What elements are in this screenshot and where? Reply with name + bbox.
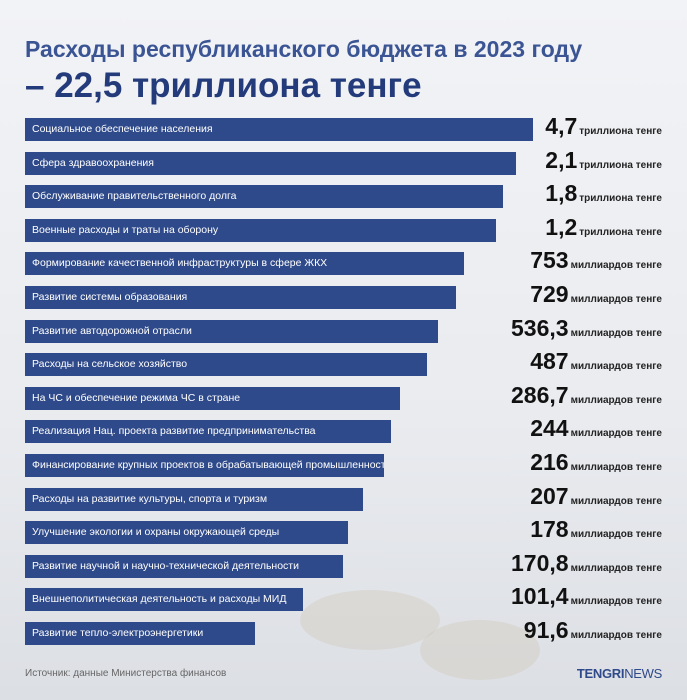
bar-label: Социальное обеспечение населения (25, 118, 533, 141)
unit: миллиардов тенге (570, 529, 662, 541)
bar-label: Улучшение экологии и охраны окружающей с… (25, 521, 348, 545)
bar-label: Развитие научной и научно-технической де… (25, 554, 343, 578)
title: Расходы республиканского бюджета в 2023 … (25, 36, 583, 62)
value: 101,4 (511, 583, 569, 610)
source: Источник: данные Министерства финансов (25, 668, 227, 679)
value: 753 (530, 247, 569, 274)
unit: миллиардов тенге (570, 562, 662, 574)
unit: триллиона тенге (579, 126, 662, 137)
value-group: 216 миллиардов тенге (530, 449, 662, 479)
bar-label: Внешнеполитическая деятельность и расход… (25, 588, 303, 612)
bar-label: Сфера здравоохранения (25, 151, 516, 175)
unit: триллиона тенге (579, 226, 662, 238)
unit: миллиардов тенге (570, 361, 662, 373)
value: 207 (530, 482, 569, 509)
unit: миллиардов тенге (570, 294, 662, 305)
value-group: 244 миллиардов тенге (530, 415, 662, 445)
value-group: 101,4 миллиардов тенге (511, 583, 662, 613)
value-group: 2,1 триллиона тенге (545, 147, 662, 177)
unit: миллиардов тенге (570, 596, 662, 608)
value: 170,8 (511, 549, 569, 576)
value: 286,7 (511, 381, 569, 408)
unit: миллиардов тенге (570, 462, 662, 473)
value: 1,2 (545, 213, 578, 240)
value: 178 (530, 516, 569, 543)
bar-label: На ЧС и обеспечение режима ЧС в стране (25, 386, 400, 410)
decor-coins (300, 590, 440, 650)
value: 1,8 (545, 180, 578, 207)
subtitle: – 22,5 триллиона тенге (25, 66, 422, 105)
bar-label: Расходы на развитие культуры, спорта и т… (25, 487, 363, 511)
logo: TENGRINEWS (577, 666, 662, 681)
value-group: 753 миллиардов тенге (530, 247, 662, 277)
value-group: 178 миллиардов тенге (530, 516, 662, 546)
bar-label: Реализация Нац. проекта развитие предпри… (25, 420, 391, 444)
bar-label: Расходы на сельское хозяйство (25, 353, 427, 377)
unit: миллиардов тенге (570, 394, 662, 406)
bar-label: Обслуживание правительственного долга (25, 185, 503, 209)
unit: триллиона тенге (579, 159, 662, 171)
bar-label: Формирование качественной инфраструктуры… (25, 252, 464, 276)
unit: миллиардов тенге (570, 495, 662, 507)
unit: миллиардов тенге (570, 428, 662, 440)
value-group: 4,7 триллиона тенге (545, 113, 662, 143)
value: 729 (530, 281, 569, 307)
value-group: 536,3 миллиардов тенге (511, 315, 662, 345)
value: 487 (530, 348, 569, 375)
value: 4,7 (545, 113, 578, 139)
value: 2,1 (545, 146, 578, 173)
value: 91,6 (523, 617, 569, 643)
bar-label: Развитие тепло-электроэнергетики (25, 622, 255, 645)
value-group: 729 миллиардов тенге (530, 281, 662, 311)
value: 244 (530, 415, 569, 442)
value-group: 286,7 миллиардов тенге (511, 382, 662, 412)
value-group: 170,8 миллиардов тенге (511, 550, 662, 580)
value-group: 207 миллиардов тенге (530, 483, 662, 513)
decor-coins (420, 620, 540, 680)
logo-light: NEWS (624, 666, 662, 681)
unit: триллиона тенге (579, 193, 662, 205)
bar-label: Развитие системы образования (25, 286, 456, 309)
value: 216 (530, 449, 569, 475)
unit: миллиардов тенге (570, 327, 662, 339)
value-group: 91,6 миллиардов тенге (524, 617, 662, 647)
bar-label: Развитие автодорожной отрасли (25, 319, 438, 343)
value-group: 487 миллиардов тенге (530, 348, 662, 378)
value: 536,3 (511, 314, 569, 341)
bar-label: Военные расходы и траты на оборону (25, 218, 496, 242)
unit: миллиардов тенге (570, 630, 662, 641)
unit: миллиардов тенге (570, 260, 662, 272)
value-group: 1,2 триллиона тенге (545, 214, 662, 244)
bar-label: Финансирование крупных проектов в обраба… (25, 454, 384, 477)
value-group: 1,8 триллиона тенге (545, 180, 662, 210)
logo-bold: TENGRI (576, 666, 625, 681)
